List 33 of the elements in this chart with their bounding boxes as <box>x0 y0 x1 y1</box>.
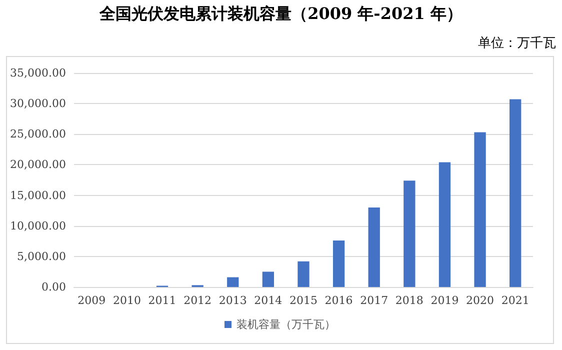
text: 单位：万千瓦 <box>478 35 556 52</box>
y-tick-label: 10,000.00 <box>10 219 66 232</box>
x-tick-label: 2020 <box>466 294 494 307</box>
bar <box>368 208 380 287</box>
y-tick-label: 35,000.00 <box>10 66 66 80</box>
x-tick-label: 2009 <box>78 294 106 307</box>
bar <box>438 162 451 287</box>
x-tick-label: 2016 <box>324 294 353 307</box>
chart-title: 全国光伏发电累计装机容量（2009 年-2021 年） <box>98 4 464 25</box>
y-tick-label: 30,000.00 <box>10 97 66 110</box>
bar <box>474 132 486 287</box>
bar <box>510 99 522 287</box>
x-tick-label: 2011 <box>148 294 176 307</box>
bar <box>404 180 416 287</box>
y-tick-label: 0.00 <box>41 280 66 294</box>
bar <box>332 240 345 287</box>
x-tick-label: 2021 <box>501 294 530 307</box>
x-tick-label: 2017 <box>360 294 388 307</box>
x-tick-label: 2010 <box>112 294 141 307</box>
x-tick-label: 2012 <box>184 294 212 307</box>
y-tick-label: 15,000.00 <box>10 188 66 202</box>
x-tick-label: 2013 <box>218 294 247 307</box>
x-tick-label: 2018 <box>395 294 424 307</box>
bar <box>298 261 310 287</box>
x-tick-label: 2019 <box>430 294 459 307</box>
y-tick-label: 25,000.00 <box>10 128 66 141</box>
x-tick-label: 2015 <box>289 294 318 307</box>
x-tick-label: 2014 <box>254 294 282 307</box>
bar <box>262 272 274 287</box>
y-tick-label: 5,000.00 <box>17 250 66 263</box>
legend-label: 装机容量（万千瓦） <box>236 318 336 331</box>
bar <box>227 277 239 287</box>
y-tick-label: 20,000.00 <box>10 158 66 172</box>
